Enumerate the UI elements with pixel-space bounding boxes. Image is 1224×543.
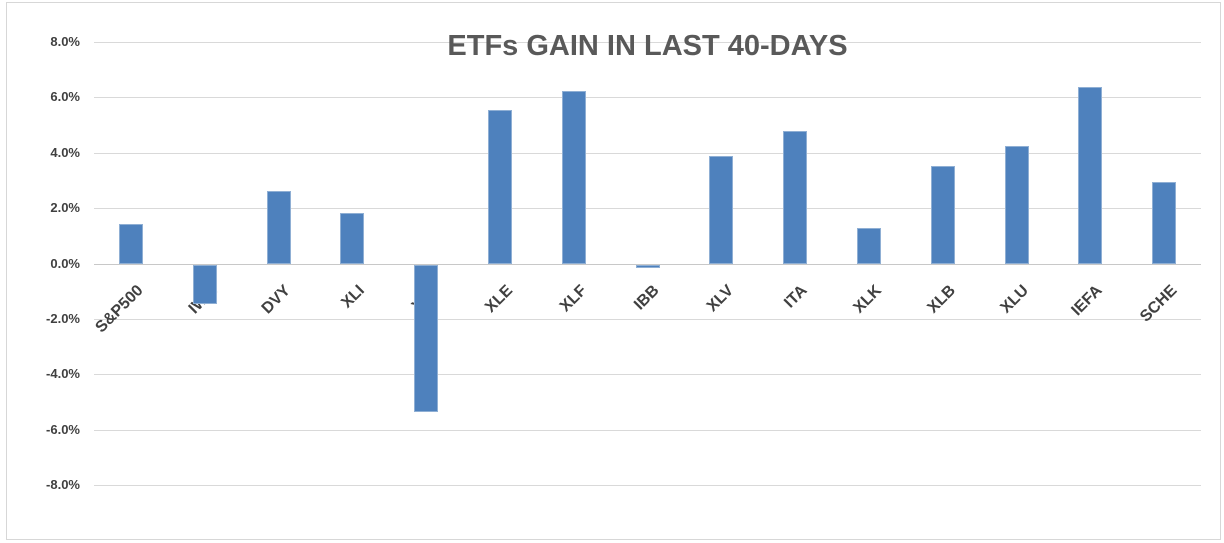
zero-gridline	[94, 264, 1201, 265]
gridline	[94, 42, 1201, 43]
gridline	[94, 430, 1201, 431]
gridline	[94, 97, 1201, 98]
bar-iefa[interactable]	[1078, 87, 1102, 264]
y-tick-label: 4.0%	[50, 145, 80, 160]
bar-xlb[interactable]	[931, 166, 955, 264]
y-tick-label: -2.0%	[46, 311, 80, 326]
y-tick-label: -4.0%	[46, 366, 80, 381]
bar-xlf[interactable]	[562, 91, 586, 264]
gridline	[94, 485, 1201, 486]
bar-ita[interactable]	[783, 131, 807, 264]
bar-ibb[interactable]	[636, 265, 660, 268]
bar-xlk[interactable]	[857, 228, 881, 264]
y-tick-label: 6.0%	[50, 89, 80, 104]
gridline	[94, 208, 1201, 209]
bar-iwm[interactable]	[193, 265, 217, 304]
bar-xlv[interactable]	[709, 156, 733, 264]
y-tick-label: -8.0%	[46, 477, 80, 492]
gridline	[94, 153, 1201, 154]
y-tick-label: 2.0%	[50, 200, 80, 215]
y-tick-label: -6.0%	[46, 422, 80, 437]
bar-sche[interactable]	[1152, 182, 1176, 264]
gridline	[94, 319, 1201, 320]
bar-dvy[interactable]	[267, 191, 291, 264]
y-tick-label: 0.0%	[50, 256, 80, 271]
bar-xly[interactable]	[414, 265, 438, 412]
bar-sp500[interactable]	[119, 224, 143, 264]
bar-xle[interactable]	[488, 110, 512, 264]
bar-xli[interactable]	[340, 213, 364, 264]
bar-xlu[interactable]	[1005, 146, 1029, 264]
gridline	[94, 374, 1201, 375]
y-tick-label: 8.0%	[50, 34, 80, 49]
chart-title: ETFs GAIN IN LAST 40-DAYS	[447, 30, 848, 62]
chart-frame	[6, 2, 1221, 540]
